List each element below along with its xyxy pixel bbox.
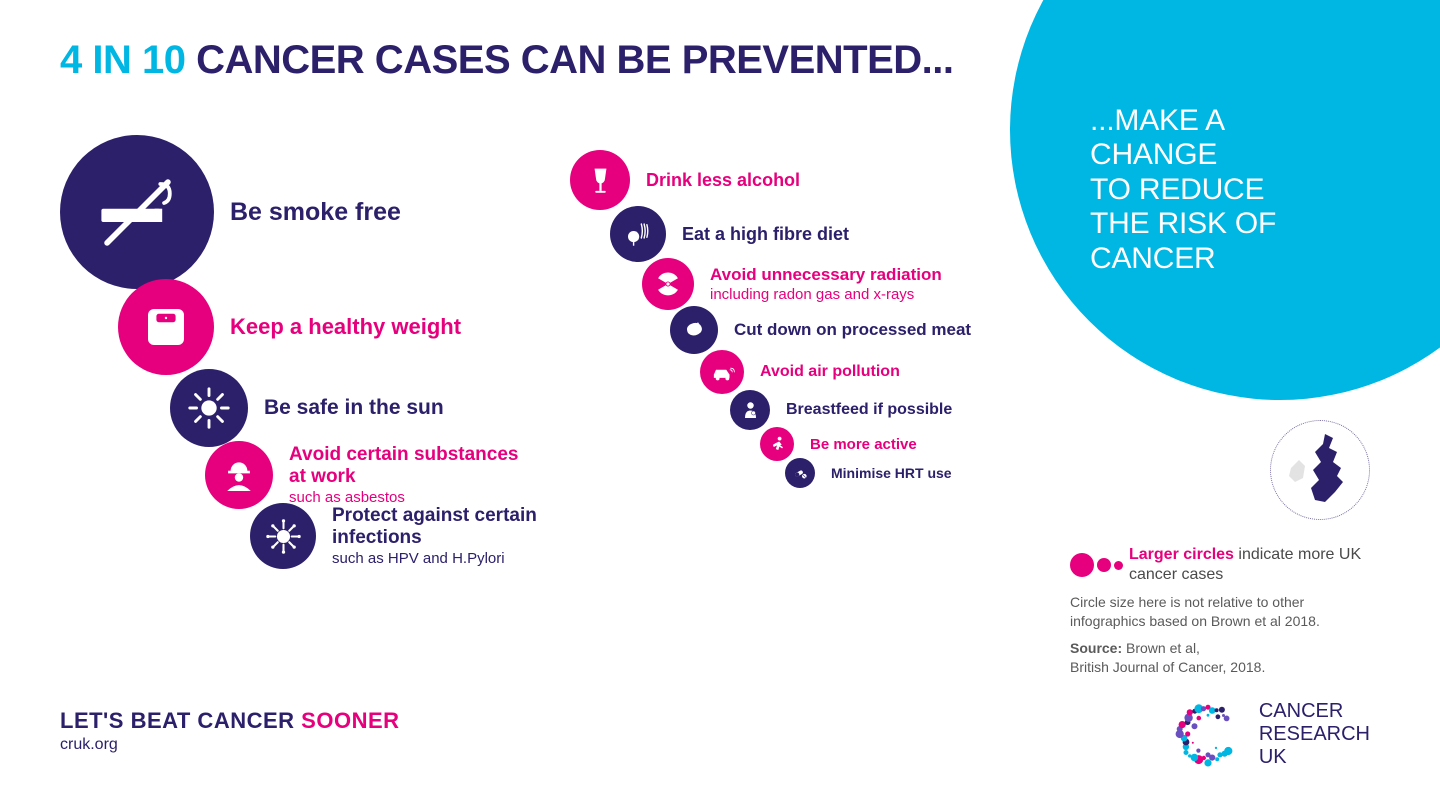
legend-strong: Larger circles: [1129, 546, 1234, 563]
car-icon: [700, 350, 744, 394]
risk-label: Breastfeed if possible: [786, 401, 952, 419]
worker-icon: [205, 441, 273, 509]
uk-map: [1270, 420, 1370, 520]
risk-item: Be smoke free: [60, 135, 540, 289]
virus-icon: [250, 503, 316, 569]
risk-text: Drink less alcohol: [646, 170, 800, 191]
risk-column-right: Drink less alcohol Eat a high fibre diet A…: [570, 150, 1050, 488]
callout-bubble: ...MAKE A CHANGE TO REDUCE THE RISK OF C…: [1010, 0, 1440, 400]
brand-line3: UK: [1259, 746, 1370, 769]
brand-line2: RESEARCH: [1259, 723, 1370, 746]
no-smoking-icon: [60, 135, 214, 289]
brand-logo: CANCER RESEARCH UK: [1173, 699, 1370, 769]
brand-text: CANCER RESEARCH UK: [1259, 700, 1370, 769]
legend-dot: [1114, 561, 1123, 570]
risk-label: Be smoke free: [230, 198, 401, 227]
risk-label: Be safe in the sun: [264, 396, 444, 420]
legend: Larger circles indicate more UK cancer c…: [1070, 545, 1370, 677]
wine-icon: [570, 150, 630, 210]
risk-item: Be more active: [760, 427, 1050, 461]
radiation-icon: [642, 258, 694, 310]
risk-item: Protect against certain infectionssuch a…: [250, 503, 540, 569]
risk-text: Minimise HRT use: [831, 465, 952, 481]
risk-label: Avoid unnecessary radiation: [710, 265, 942, 285]
risk-column-left: Be smoke free Keep a healthy weight Be saf…: [60, 135, 540, 569]
footer-url: cruk.org: [60, 736, 400, 754]
risk-label: Eat a high fibre diet: [682, 224, 849, 245]
sun-icon: [170, 369, 248, 447]
risk-item: Keep a healthy weight: [118, 279, 540, 375]
risk-sublabel: including radon gas and x-rays: [710, 286, 942, 303]
running-icon: [760, 427, 794, 461]
callout-text: ...MAKE A CHANGE TO REDUCE THE RISK OF C…: [1090, 104, 1276, 277]
risk-text: Keep a healthy weight: [230, 314, 461, 340]
risk-label: Avoid certain substances at work: [289, 444, 540, 488]
pills-icon: [785, 458, 815, 488]
legend-dot: [1070, 553, 1094, 577]
brand-c-icon: [1173, 699, 1243, 769]
risk-item: Cut down on processed meat: [670, 306, 1050, 354]
slogan-accent: SOONER: [301, 708, 399, 733]
risk-text: Avoid unnecessary radiationincluding rad…: [710, 265, 942, 303]
risk-text: Avoid certain substances at worksuch as …: [289, 444, 540, 506]
legend-row: Larger circles indicate more UK cancer c…: [1070, 545, 1370, 585]
risk-text: Be safe in the sun: [264, 396, 444, 420]
risk-sublabel: such as HPV and H.Pylori: [332, 550, 540, 567]
risk-text: Avoid air pollution: [760, 363, 900, 381]
risk-label: Protect against certain infections: [332, 505, 540, 549]
fibre-icon: [610, 206, 666, 262]
risk-label: Drink less alcohol: [646, 170, 800, 191]
breastfeed-icon: [730, 390, 770, 430]
risk-item: Avoid air pollution: [700, 350, 1050, 394]
risk-item: Avoid certain substances at worksuch as …: [205, 441, 540, 509]
risk-item: Eat a high fibre diet: [610, 206, 1050, 262]
brand-line1: CANCER: [1259, 700, 1370, 723]
legend-dot: [1097, 558, 1111, 572]
legend-note: Circle size here is not relative to othe…: [1070, 593, 1370, 631]
risk-text: Cut down on processed meat: [734, 320, 971, 340]
scale-icon: [118, 279, 214, 375]
main-title: 4 IN 10 CANCER CASES CAN BE PREVENTED...: [60, 38, 954, 83]
risk-text: Eat a high fibre diet: [682, 224, 849, 245]
uk-map-icon: [1285, 430, 1355, 510]
risk-label: Avoid air pollution: [760, 363, 900, 381]
risk-text: Protect against certain infectionssuch a…: [332, 505, 540, 567]
risk-label: Keep a healthy weight: [230, 314, 461, 340]
risk-item: Be safe in the sun: [170, 369, 540, 447]
legend-source: Source: Brown et al, British Journal of …: [1070, 639, 1370, 677]
title-highlight: 4 IN 10: [60, 38, 185, 82]
title-rest: CANCER CASES CAN BE PREVENTED...: [185, 38, 953, 82]
risk-item: Breastfeed if possible: [730, 390, 1050, 430]
footer-tagline: LET'S BEAT CANCER SOONER cruk.org: [60, 708, 400, 754]
risk-label: Minimise HRT use: [831, 465, 952, 481]
meat-icon: [670, 306, 718, 354]
legend-text: Larger circles indicate more UK cancer c…: [1129, 545, 1370, 585]
risk-text: Be smoke free: [230, 198, 401, 227]
risk-item: Avoid unnecessary radiationincluding rad…: [642, 258, 1050, 310]
risk-label: Cut down on processed meat: [734, 320, 971, 340]
risk-text: Be more active: [810, 436, 917, 453]
risk-label: Be more active: [810, 436, 917, 453]
risk-item: Minimise HRT use: [785, 458, 1050, 488]
risk-item: Drink less alcohol: [570, 150, 1050, 210]
slogan-lead: LET'S BEAT CANCER: [60, 708, 301, 733]
source-label: Source:: [1070, 640, 1122, 656]
risk-text: Breastfeed if possible: [786, 401, 952, 419]
